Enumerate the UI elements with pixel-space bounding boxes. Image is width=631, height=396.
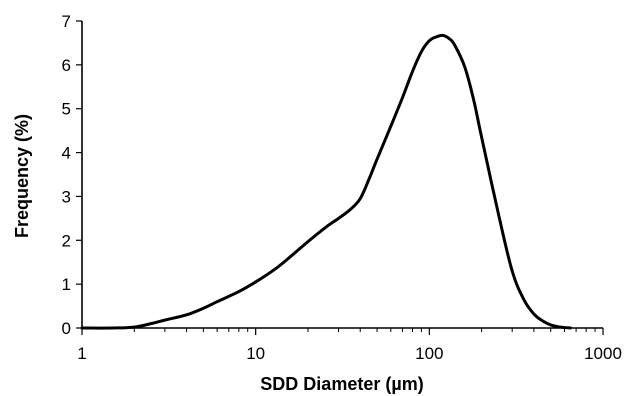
y-axis-ticks: 0 1 2 3 4 5 6 7 xyxy=(62,12,82,338)
y-tick-label: 0 xyxy=(62,319,71,338)
y-tick-label: 5 xyxy=(62,100,71,119)
frequency-series-line xyxy=(80,33,573,330)
x-tick-label: 10 xyxy=(246,344,265,363)
x-axis-ticks: 1 10 100 1000 xyxy=(77,328,622,363)
x-tick-label: 100 xyxy=(415,344,443,363)
y-tick-label: 7 xyxy=(62,12,71,31)
y-axis-label: Frequency (%) xyxy=(12,114,32,238)
y-tick-label: 3 xyxy=(62,187,71,206)
y-tick-label: 1 xyxy=(62,275,71,294)
x-axis-label: SDD Diameter (µm) xyxy=(260,374,423,394)
y-tick-label: 2 xyxy=(62,231,71,250)
y-tick-label: 4 xyxy=(62,144,71,163)
x-tick-label: 1000 xyxy=(584,344,622,363)
y-tick-label: 6 xyxy=(62,56,71,75)
x-tick-label: 1 xyxy=(77,344,86,363)
